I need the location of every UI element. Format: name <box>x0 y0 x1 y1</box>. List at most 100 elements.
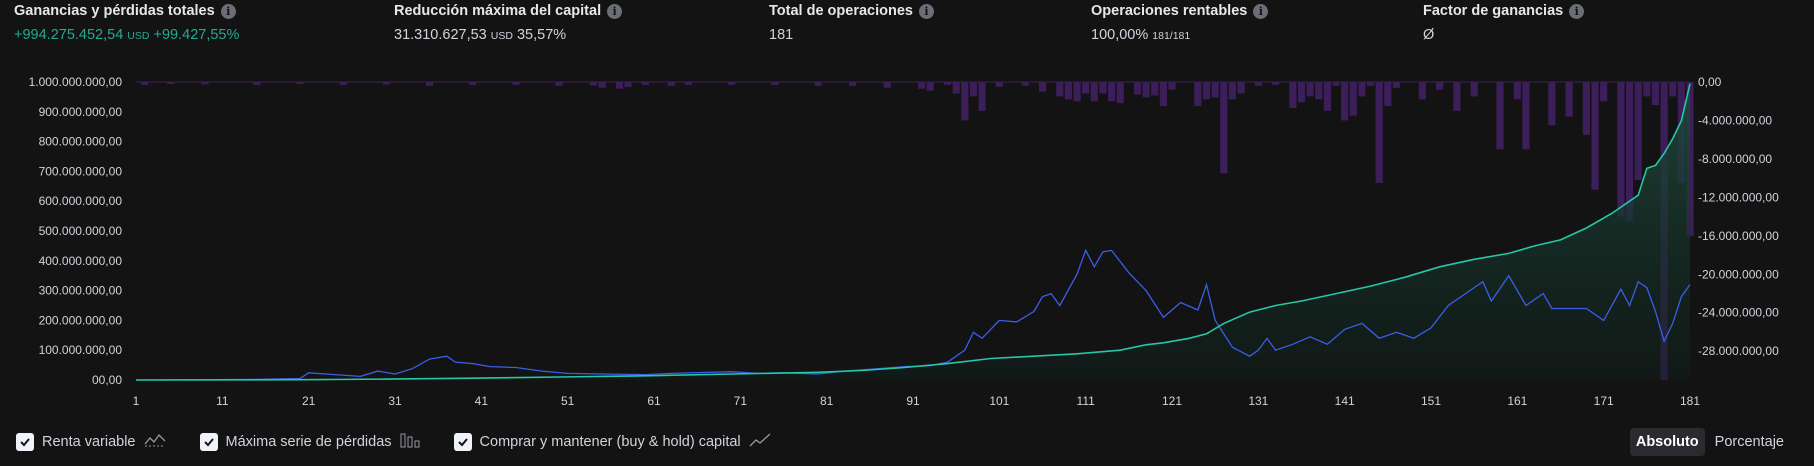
drawdown-bar <box>995 82 1003 87</box>
drawdown-bar <box>469 82 477 85</box>
right-axis-tick-label: -20.000.000,00 <box>1698 267 1779 281</box>
stats-header: Ganancias y pérdidas totales i +994.275.4… <box>0 0 1814 60</box>
x-axis-tick-label: 71 <box>734 394 748 408</box>
drawdown-bar <box>1056 82 1064 97</box>
drawdown-bar <box>1565 82 1573 117</box>
performance-chart[interactable]: 00,00 100.000.000,00 200.000.000,00 300.000… <box>0 68 1814 418</box>
x-axis-tick-label: 151 <box>1421 394 1441 408</box>
checkbox-checked-icon[interactable] <box>453 433 472 451</box>
drawdown-bar <box>1392 82 1401 88</box>
drawdown-bar <box>1384 82 1392 107</box>
stat-title: Factor de ganancias <box>1423 3 1564 19</box>
drawdown-bar <box>1634 82 1642 181</box>
drawdown-bar <box>1064 82 1072 100</box>
drawdown-bar <box>425 82 434 86</box>
left-axis-tick-label: 1.000.000.000,00 <box>29 75 123 89</box>
info-icon[interactable]: i <box>918 3 934 19</box>
drawdown-bar <box>1168 82 1176 90</box>
drawdown-bar <box>1297 82 1306 103</box>
chart-legend: Renta variable Máxima serie de pérdidas … <box>16 432 805 452</box>
x-axis-tick-label: 131 <box>1248 394 1268 408</box>
drawdown-bar <box>961 82 969 121</box>
drawdown-bar <box>1341 82 1349 121</box>
x-axis-tick-label: 181 <box>1680 394 1700 408</box>
drawdown-bar <box>1220 82 1228 174</box>
drawdown-bar <box>1643 82 1651 97</box>
drawdown-bar <box>1237 82 1245 94</box>
drawdown-bar <box>296 82 304 84</box>
series-lines <box>135 83 1691 381</box>
x-axis-tick-label: 111 <box>1077 394 1096 408</box>
drawdown-bar <box>1021 82 1029 86</box>
info-icon[interactable]: i <box>220 3 236 19</box>
drawdown-bar <box>1090 82 1098 102</box>
left-axis-tick-label: 100.000.000,00 <box>39 343 123 357</box>
legend-buyhold[interactable]: Comprar y mantener (buy & hold) capital <box>453 432 771 452</box>
drawdown-bar <box>1323 82 1331 111</box>
legend-drawdown[interactable]: Máxima serie de pérdidas <box>199 432 420 452</box>
x-axis: 1 11 21 31 41 51 61 71 81 91 101 111 121 131 141 151 161… <box>133 394 1701 408</box>
stat-extra: +99.427,55% <box>153 27 240 43</box>
right-axis-tick-label: -4.000.000,00 <box>1698 113 1772 127</box>
drawdown-bar <box>1099 82 1107 94</box>
equity-line <box>135 83 1691 381</box>
drawdown-bar <box>1626 82 1634 222</box>
info-icon[interactable]: i <box>1569 3 1585 19</box>
drawdown-bar <box>512 82 520 85</box>
stat-max-drawdown: Reducción máxima del capital i 31.310.627… <box>394 3 623 43</box>
left-axis-tick-label: 700.000.000,00 <box>39 164 123 178</box>
left-axis-tick-label: 00,00 <box>92 373 122 387</box>
drawdown-bar <box>1367 82 1375 86</box>
drawdown-bar <box>1349 82 1357 116</box>
drawdown-bar <box>918 82 926 89</box>
stat-profitable-trades: Operaciones rentables i 100,00% 181/181 <box>1091 3 1269 43</box>
info-icon[interactable]: i <box>1253 3 1269 19</box>
absolute-button[interactable]: Absoluto <box>1629 428 1705 456</box>
drawdown-bar <box>684 82 693 85</box>
stat-total-trades: Total de operaciones i 181 <box>769 3 934 43</box>
drawdown-bar <box>1073 82 1081 102</box>
drawdown-bar <box>1522 82 1530 150</box>
drawdown-bar <box>1418 82 1426 100</box>
info-icon[interactable]: i <box>607 3 623 19</box>
stat-value: 100,00% <box>1091 27 1149 43</box>
right-axis-tick-label: -12.000.000,00 <box>1698 190 1779 204</box>
drawdown-bar <box>1289 82 1297 108</box>
x-axis-tick-label: 51 <box>561 394 575 408</box>
drawdown-bar <box>1108 82 1116 102</box>
drawdown-bar <box>624 82 632 87</box>
drawdown-bar <box>253 82 261 85</box>
stat-value: Ø <box>1423 27 1435 43</box>
stat-value: 181 <box>769 27 794 43</box>
drawdown-bar <box>1436 82 1444 90</box>
checkbox-checked-icon[interactable] <box>199 433 218 451</box>
drawdown-bar <box>590 82 598 86</box>
checkbox-checked-icon[interactable] <box>16 433 34 451</box>
drawdown-bar <box>1453 82 1461 111</box>
legend-label: Comprar y mantener (buy & hold) capital <box>479 434 741 450</box>
stat-unit: USD <box>490 30 513 42</box>
stat-unit: 181/181 <box>1152 30 1191 42</box>
drawdown-bar <box>598 82 606 88</box>
legend-equity[interactable]: Renta variable <box>16 432 166 452</box>
drawdown-bar <box>969 82 977 97</box>
drawdown-bar <box>201 82 209 85</box>
right-axis-tick-label: -24.000.000,00 <box>1698 306 1779 320</box>
percentage-button[interactable]: Porcentaje <box>1714 434 1784 450</box>
drawdown-bar <box>1194 82 1202 107</box>
drawdown-bar <box>1600 82 1608 102</box>
drawdown-bar <box>1548 82 1556 126</box>
drawdown-bar <box>141 82 149 85</box>
left-axis-tick-label: 800.000.000,00 <box>39 135 123 149</box>
stat-profit-factor: Factor de ganancias i Ø <box>1423 3 1585 43</box>
drawdown-bar <box>849 82 857 86</box>
stat-title: Total de operaciones <box>769 3 913 19</box>
x-axis-tick-label: 161 <box>1507 394 1527 408</box>
drawdown-bar <box>1470 82 1478 97</box>
x-axis-tick-label: 11 <box>216 394 229 408</box>
stat-title: Operaciones rentables <box>1091 3 1248 19</box>
x-axis-tick-label: 171 <box>1594 394 1614 408</box>
drawdown-bar <box>1496 82 1504 150</box>
drawdown-bar <box>814 82 822 86</box>
stat-title: Reducción máxima del capital <box>394 3 602 19</box>
